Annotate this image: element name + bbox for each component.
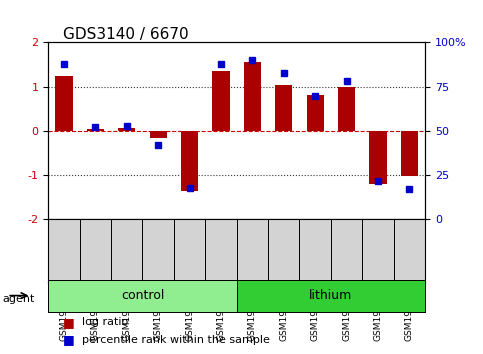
Bar: [213, 71, 229, 131]
Bar: [307, 95, 324, 131]
Bar: [56, 76, 72, 131]
Text: percentile rank within the sample: percentile rank within the sample: [82, 335, 270, 345]
Text: lithium: lithium: [309, 289, 353, 302]
Text: log ratio: log ratio: [82, 317, 128, 327]
Text: control: control: [121, 289, 164, 302]
FancyBboxPatch shape: [48, 280, 237, 312]
Bar: [244, 62, 261, 131]
Bar: [150, 131, 167, 138]
Bar: [118, 128, 135, 131]
Bar: [275, 85, 292, 131]
Bar: [181, 131, 198, 191]
Text: ■: ■: [63, 316, 74, 329]
Text: GDS3140 / 6670: GDS3140 / 6670: [63, 27, 188, 41]
Text: ■: ■: [63, 333, 74, 346]
Bar: [338, 87, 355, 131]
Text: agent: agent: [2, 294, 35, 304]
FancyBboxPatch shape: [237, 280, 425, 312]
Bar: [369, 131, 386, 184]
Bar: [401, 131, 418, 176]
Bar: [87, 129, 104, 131]
